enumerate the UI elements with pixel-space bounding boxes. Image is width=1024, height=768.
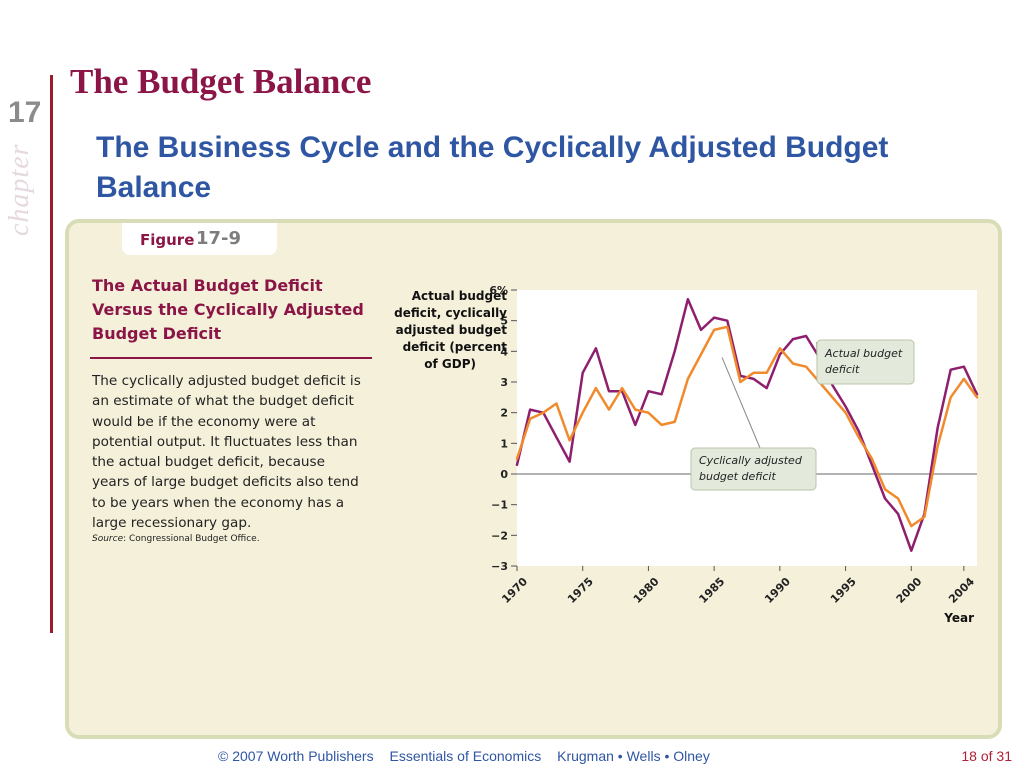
caption-divider (90, 357, 372, 359)
y-tick-label: 4 (500, 345, 508, 358)
x-tick-label: 2004 (946, 575, 977, 606)
y-tick-label: 1 (500, 437, 508, 450)
y-axis-label-line: deficit (percent (403, 340, 508, 354)
x-tick-label: 1995 (828, 575, 859, 606)
annotation-cyclical-line-2: budget deficit (699, 470, 776, 483)
caption-source: Source: Congressional Budget Office. (92, 534, 260, 544)
annotation-actual-line-2: deficit (825, 363, 860, 376)
x-tick-label: 1970 (499, 575, 530, 606)
footer-authors: Krugman • Wells • Olney (557, 748, 710, 764)
y-tick-label: 2 (500, 407, 508, 420)
x-tick-label: 2000 (894, 575, 925, 606)
page-indicator: 18 of 31 (961, 748, 1012, 764)
y-tick-label: 6% (489, 284, 508, 297)
y-tick-label: 0 (500, 468, 508, 481)
figure-tab (122, 223, 277, 255)
slide-title: The Budget Balance (70, 62, 372, 101)
annotation-cyclical-line-1: Cyclically adjusted (699, 454, 803, 467)
chapter-word: chapter (4, 143, 35, 236)
y-axis-label-line: adjusted budget (396, 323, 508, 337)
y-axis-label-line: Actual budget (412, 289, 508, 303)
caption-body: The cyclically adjusted budget deficit i… (92, 373, 361, 532)
y-axis-label-line: deficit, cyclically (394, 306, 507, 320)
x-axis-label: Year (943, 611, 974, 625)
y-axis-label: Actual budget deficit, cyclically adjusted… (394, 289, 507, 371)
y-axis-label-line: of GDP) (424, 357, 476, 371)
figure-label: Figure (140, 231, 195, 249)
source-label: Source (92, 534, 124, 544)
source-text: : Congressional Budget Office. (123, 534, 260, 544)
x-tick-label: 1975 (565, 575, 596, 606)
plot-area (517, 290, 977, 566)
chapter-number: 17 (8, 96, 42, 129)
slide-subtitle: The Business Cycle and the Cyclically Ad… (96, 131, 889, 204)
annotation-actual: Actual budget deficit (816, 339, 915, 385)
caption-title: The Actual Budget Deficit Versus the Cyc… (92, 276, 364, 343)
budget-deficit-chart: 6% 5 4 3 2 1 0 −1 −2 −3 1970 1975 1980 1985 1990 1995 20… (394, 284, 979, 625)
footer: © 2007 Worth Publishers Essentials of Ec… (218, 748, 722, 764)
annotation-actual-line-1: Actual budget (824, 347, 903, 360)
y-tick-label: 3 (500, 376, 508, 389)
figure-number: 17-9 (196, 228, 242, 249)
series-line-cyclical (515, 325, 979, 528)
y-tick-label: −3 (491, 560, 508, 573)
y-tick-label: −2 (491, 529, 508, 542)
x-tick-label: 1990 (762, 575, 793, 606)
side-rule (50, 75, 53, 633)
x-tick-label: 1980 (631, 575, 662, 606)
y-tick-label: −1 (491, 499, 508, 512)
footer-copyright: © 2007 Worth Publishers (218, 748, 374, 764)
footer-book: Essentials of Economics (389, 748, 542, 764)
y-tick-label: 5 (500, 315, 508, 328)
annotation-cyclical-connector (721, 357, 761, 449)
x-tick-label: 1985 (696, 575, 727, 606)
annotation-cyclical: Cyclically adjusted budget deficit (690, 447, 817, 491)
